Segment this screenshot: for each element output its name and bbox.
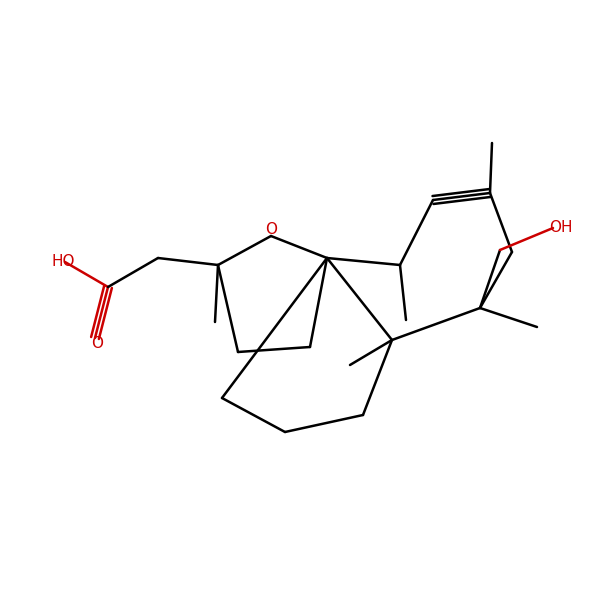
Text: O: O [265, 221, 277, 236]
Text: OH: OH [549, 220, 573, 235]
Text: O: O [91, 337, 103, 352]
Text: HO: HO [51, 254, 75, 269]
